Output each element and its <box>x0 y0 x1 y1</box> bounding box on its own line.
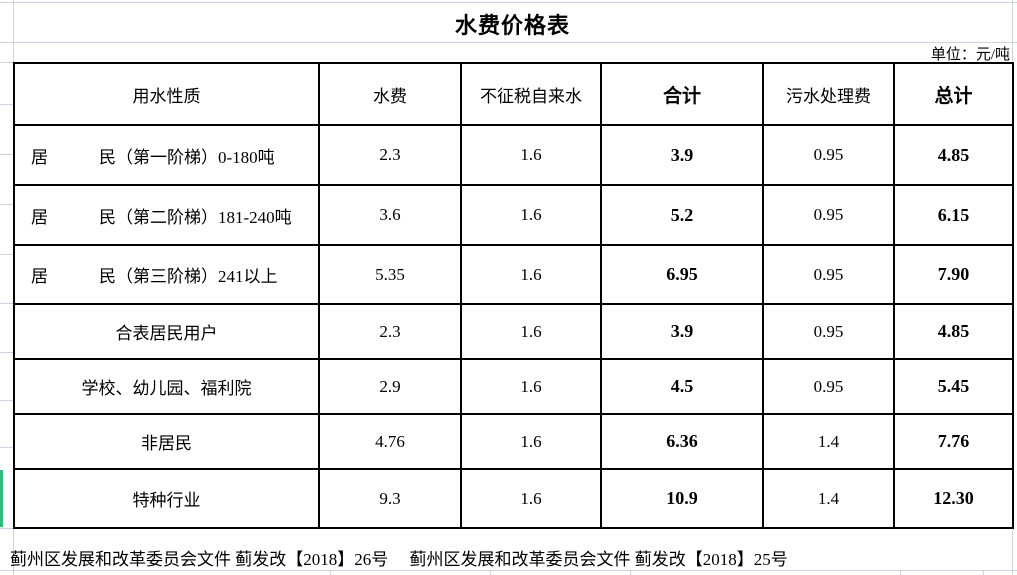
cell-usage-type[interactable]: 学校、幼儿园、福利院 <box>13 358 320 415</box>
column-header-untaxed-tap[interactable]: 不征税自来水 <box>460 62 602 126</box>
header-row: 用水性质 水费 不征税自来水 合计 污水处理费 总计 <box>13 62 1014 126</box>
gridline <box>0 528 13 529</box>
gridline <box>0 303 13 304</box>
cell-total[interactable]: 4.85 <box>893 124 1014 186</box>
cell-usage-type[interactable]: 非居民 <box>13 413 320 470</box>
cell-water-fee[interactable]: 4.76 <box>318 413 462 470</box>
gridline <box>0 447 13 448</box>
cell-total[interactable]: 7.90 <box>893 244 1014 305</box>
cell-subtotal[interactable]: 4.5 <box>600 358 764 415</box>
gridline <box>1012 530 1013 575</box>
table-row: 居 民（第三阶梯）241以上 5.35 1.6 6.95 0.95 7.90 <box>13 244 1014 305</box>
gridline <box>0 154 13 155</box>
column-header-total[interactable]: 总计 <box>893 62 1014 126</box>
water-price-table: 用水性质 水费 不征税自来水 合计 污水处理费 总计 居 民（第一阶梯）0-18… <box>13 62 1014 529</box>
cell-total[interactable]: 12.30 <box>893 468 1014 529</box>
table-row: 居 民（第二阶梯）181-240吨 3.6 1.6 5.2 0.95 6.15 <box>13 184 1014 246</box>
table-row: 居 民（第一阶梯）0-180吨 2.3 1.6 3.9 0.95 4.85 <box>13 124 1014 186</box>
cell-usage-type[interactable]: 合表居民用户 <box>13 303 320 360</box>
gridline <box>0 2 1017 3</box>
gridline <box>0 104 13 105</box>
table-row: 合表居民用户 2.3 1.6 3.9 0.95 4.85 <box>13 303 1014 360</box>
cell-subtotal[interactable]: 3.9 <box>600 124 764 186</box>
gridline <box>0 62 13 63</box>
cell-subtotal[interactable]: 3.9 <box>600 303 764 360</box>
cell-total[interactable]: 5.45 <box>893 358 1014 415</box>
page-title[interactable]: 水费价格表 <box>454 13 570 38</box>
cell-usage-type[interactable]: 居 民（第二阶梯）181-240吨 <box>13 184 320 246</box>
cell-water-fee[interactable]: 2.3 <box>318 303 462 360</box>
cell-total[interactable]: 4.85 <box>893 303 1014 360</box>
gridline <box>13 0 14 62</box>
cell-sewage-fee[interactable]: 1.4 <box>762 468 895 529</box>
gridline <box>630 570 631 575</box>
cell-subtotal[interactable]: 10.9 <box>600 468 764 529</box>
cell-total[interactable]: 7.76 <box>893 413 1014 470</box>
gridline <box>330 570 331 575</box>
cell-water-fee[interactable]: 3.6 <box>318 184 462 246</box>
cell-usage-type[interactable]: 特种行业 <box>13 468 320 529</box>
table-row: 学校、幼儿园、福利院 2.9 1.6 4.5 0.95 5.45 <box>13 358 1014 415</box>
gridline <box>900 570 901 575</box>
gridline <box>0 570 1017 571</box>
cell-subtotal[interactable]: 6.95 <box>600 244 764 305</box>
gridline <box>13 530 14 575</box>
cell-sewage-fee[interactable]: 0.95 <box>762 244 895 305</box>
column-header-usage[interactable]: 用水性质 <box>13 62 320 126</box>
gridline <box>0 352 13 353</box>
unit-note[interactable]: 单位：元/吨 <box>930 47 1010 63</box>
column-header-sewage-fee[interactable]: 污水处理费 <box>762 62 895 126</box>
table-row: 特种行业 9.3 1.6 10.9 1.4 12.30 <box>13 468 1014 529</box>
cell-sewage-fee[interactable]: 0.95 <box>762 184 895 246</box>
cell-subtotal[interactable]: 5.2 <box>600 184 764 246</box>
cell-water-fee[interactable]: 5.35 <box>318 244 462 305</box>
gridline <box>490 570 491 575</box>
cell-untaxed-tap[interactable]: 1.6 <box>460 303 602 360</box>
gridline <box>0 42 1017 43</box>
cell-sewage-fee[interactable]: 0.95 <box>762 124 895 186</box>
gridline <box>0 204 13 205</box>
cell-untaxed-tap[interactable]: 1.6 <box>460 358 602 415</box>
cell-subtotal[interactable]: 6.36 <box>600 413 764 470</box>
gridline <box>0 400 13 401</box>
cell-total[interactable]: 6.15 <box>893 184 1014 246</box>
cell-untaxed-tap[interactable]: 1.6 <box>460 124 602 186</box>
cell-usage-type[interactable]: 居 民（第三阶梯）241以上 <box>13 244 320 305</box>
row-selection-indicator <box>0 470 3 527</box>
footer-document-reference[interactable]: 蓟州区发展和改革委员会文件 蓟发改【2018】26号 蓟州区发展和改革委员会文件… <box>10 550 788 569</box>
column-header-water-fee[interactable]: 水费 <box>318 62 462 126</box>
cell-untaxed-tap[interactable]: 1.6 <box>460 244 602 305</box>
gridline <box>983 570 984 575</box>
cell-untaxed-tap[interactable]: 1.6 <box>460 413 602 470</box>
cell-sewage-fee[interactable]: 0.95 <box>762 358 895 415</box>
gridline <box>1012 0 1013 62</box>
cell-water-fee[interactable]: 9.3 <box>318 468 462 529</box>
cell-water-fee[interactable]: 2.9 <box>318 358 462 415</box>
gridline <box>0 254 13 255</box>
column-header-subtotal[interactable]: 合计 <box>600 62 764 126</box>
cell-water-fee[interactable]: 2.3 <box>318 124 462 186</box>
cell-untaxed-tap[interactable]: 1.6 <box>460 468 602 529</box>
cell-sewage-fee[interactable]: 0.95 <box>762 303 895 360</box>
cell-untaxed-tap[interactable]: 1.6 <box>460 184 602 246</box>
table-row: 非居民 4.76 1.6 6.36 1.4 7.76 <box>13 413 1014 470</box>
cell-sewage-fee[interactable]: 1.4 <box>762 413 895 470</box>
cell-usage-type[interactable]: 居 民（第一阶梯）0-180吨 <box>13 124 320 186</box>
